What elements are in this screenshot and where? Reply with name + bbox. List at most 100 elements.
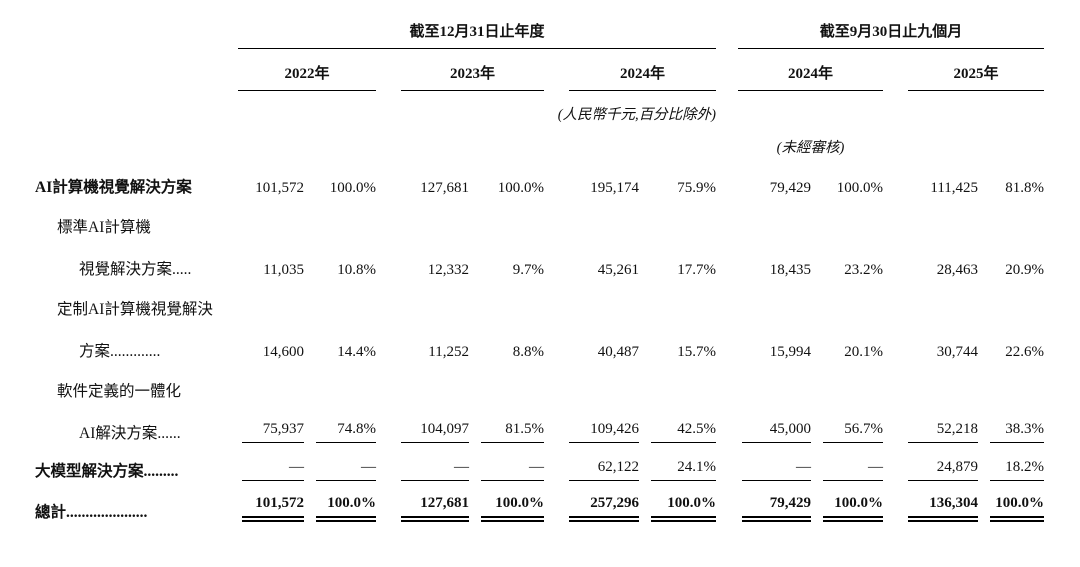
- cell-percent: 22.6%: [1005, 344, 1045, 360]
- cell-value: 79,429: [738, 481, 812, 522]
- spacer: [716, 481, 738, 522]
- cell-value: 101,572: [238, 481, 304, 522]
- table-row-ai-cv-solutions: AI計算機視覺解決方案 101,572 100.0% 127,681 100.0…: [35, 157, 1044, 197]
- cell-percent: 38.3%: [978, 361, 1045, 443]
- cell-percent: 20.9%: [1005, 262, 1045, 278]
- cell-percent: —: [304, 443, 376, 481]
- cell-value: 12,332: [427, 262, 469, 278]
- cell-percent: —: [811, 443, 884, 481]
- cell-percent: 56.7%: [811, 361, 884, 443]
- spacer: [716, 443, 738, 481]
- cell-percent: 100.0%: [497, 180, 544, 196]
- cell-percent: 14.4%: [337, 344, 376, 360]
- table-row-custom-ai-cv: 定制AI計算機視覺解決 方案............. 14,600 14.4%…: [35, 279, 1044, 361]
- cell-percent: 100.0%: [811, 481, 884, 522]
- period-header-row: 截至12月31日止年度 截至9月30日止九個月: [35, 20, 1045, 49]
- cell-value: 45,000: [738, 361, 812, 443]
- unit-note-row: (人民幣千元,百分比除外): [35, 91, 1044, 124]
- unit-note-cell: (人民幣千元,百分比除外): [469, 91, 716, 124]
- table-row-standard-ai-cv: 標準AI計算機 視覺解決方案..... 11,035 10.8% 12,332 …: [35, 197, 1044, 279]
- table-row-total: 總計..................... 101,572 100.0% 1…: [35, 481, 1045, 522]
- cell-percent: 100.0%: [469, 481, 544, 522]
- period-header-annual: 截至12月31日止年度: [238, 20, 717, 49]
- cell-value: 109,426: [544, 361, 639, 443]
- cell-value: 15,994: [769, 344, 812, 360]
- row-label: 標準AI計算機 視覺解決方案.....: [57, 219, 192, 278]
- cell-value: —: [238, 443, 304, 481]
- table-row-software-defined: 軟件定義的一體化 AI解決方案...... 75,937 74.8% 104,0…: [35, 361, 1045, 443]
- cell-value: 75,937: [238, 361, 304, 443]
- row-label: 定制AI計算機視覺解決 方案.............: [57, 301, 213, 360]
- cell-value: 52,218: [883, 361, 979, 443]
- cell-percent: 23.2%: [844, 262, 884, 278]
- cell-percent: 81.8%: [1005, 180, 1045, 196]
- cell-value: 14,600: [262, 344, 304, 360]
- cell-percent: 74.8%: [304, 361, 376, 443]
- table-row-llm-solutions: 大模型解決方案......... — — — — 62,122 24.1% — …: [35, 443, 1045, 481]
- unaudited-note-cell: (未經審核): [738, 124, 883, 157]
- cell-percent: 100.0%: [978, 481, 1045, 522]
- spacer: [716, 361, 738, 443]
- cell-percent: 100.0%: [836, 180, 884, 196]
- cell-percent: 20.1%: [844, 344, 884, 360]
- year-header-2024-interim: 2024年: [738, 49, 884, 91]
- spacer: [716, 49, 738, 91]
- period-header-annual-label: 截至12月31日止年度: [238, 20, 717, 49]
- unit-note: (人民幣千元,百分比除外): [557, 107, 717, 123]
- cell-percent: 8.8%: [512, 344, 544, 360]
- cell-percent: 100.0%: [639, 481, 717, 522]
- revenue-breakdown-table: 截至12月31日止年度 截至9月30日止九個月 2022年 2023年 2024…: [35, 20, 1045, 522]
- spacer: [716, 20, 738, 49]
- cell-value: 45,261: [597, 262, 639, 278]
- year-header-2022: 2022年: [238, 49, 376, 91]
- cell-value: 79,429: [769, 180, 812, 196]
- period-header-interim: 截至9月30日止九個月: [738, 20, 1045, 49]
- cell-value: 257,296: [544, 481, 639, 522]
- cell-percent: 15.7%: [677, 344, 717, 360]
- cell-value: 104,097: [376, 361, 469, 443]
- spacer: [716, 279, 738, 361]
- unaudited-note-row: (未經審核): [35, 124, 1044, 157]
- row-label: 總計.....................: [35, 504, 148, 521]
- year-header-2024: 2024年: [544, 49, 717, 91]
- year-header-2025: 2025年: [883, 49, 1045, 91]
- cell-value: 195,174: [590, 180, 639, 196]
- row-label: AI計算機視覺解決方案: [35, 179, 192, 196]
- cell-percent: 100.0%: [304, 481, 376, 522]
- cell-percent: 42.5%: [639, 361, 717, 443]
- unaudited-note: (未經審核): [776, 140, 845, 156]
- empty-cell: [716, 91, 1044, 124]
- empty-cell: [883, 124, 1044, 157]
- cell-value: —: [738, 443, 812, 481]
- cell-percent: 17.7%: [677, 262, 717, 278]
- empty-cell: [35, 124, 738, 157]
- row-label: 大模型解決方案.........: [35, 463, 179, 480]
- cell-percent: 18.2%: [978, 443, 1045, 481]
- cell-value: 101,572: [255, 180, 304, 196]
- cell-percent: 75.9%: [677, 180, 717, 196]
- year-header-2023: 2023年: [376, 49, 544, 91]
- cell-percent: 10.8%: [337, 262, 376, 278]
- row-label: 軟件定義的一體化 AI解決方案......: [57, 383, 182, 442]
- cell-value: 111,425: [930, 180, 979, 196]
- cell-percent: —: [469, 443, 544, 481]
- cell-value: 18,435: [769, 262, 812, 278]
- cell-value: 11,035: [263, 262, 304, 278]
- year-header-row: 2022年 2023年 2024年 2024年 2025年: [35, 49, 1045, 91]
- cell-value: 136,304: [883, 481, 979, 522]
- spacer: [716, 157, 738, 197]
- cell-percent: 100.0%: [329, 180, 376, 196]
- period-header-interim-label: 截至9月30日止九個月: [738, 20, 1045, 49]
- cell-value: 28,463: [936, 262, 979, 278]
- spacer: [716, 197, 738, 279]
- cell-value: —: [376, 443, 469, 481]
- cell-value: 127,681: [420, 180, 469, 196]
- cell-percent: 9.7%: [512, 262, 544, 278]
- cell-value: 11,252: [428, 344, 469, 360]
- empty-cell: [35, 91, 469, 124]
- cell-percent: 24.1%: [639, 443, 717, 481]
- cell-value: 62,122: [544, 443, 639, 481]
- empty-cell: [35, 49, 238, 91]
- cell-value: 30,744: [936, 344, 979, 360]
- cell-percent: 81.5%: [469, 361, 544, 443]
